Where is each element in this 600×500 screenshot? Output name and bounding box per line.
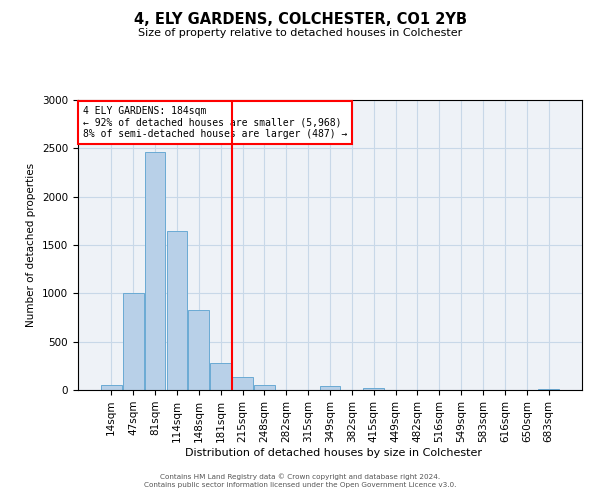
Bar	[123, 294, 143, 390]
Text: Size of property relative to detached houses in Colchester: Size of property relative to detached ho…	[138, 28, 462, 38]
Bar	[320, 386, 340, 390]
Text: 4 ELY GARDENS: 184sqm
← 92% of detached houses are smaller (5,968)
8% of semi-de: 4 ELY GARDENS: 184sqm ← 92% of detached …	[83, 106, 347, 139]
Bar	[538, 389, 559, 390]
Bar	[167, 230, 187, 390]
Y-axis label: Number of detached properties: Number of detached properties	[26, 163, 37, 327]
Bar	[188, 310, 209, 390]
Text: Contains HM Land Registry data © Crown copyright and database right 2024.
Contai: Contains HM Land Registry data © Crown c…	[144, 474, 456, 488]
Bar	[232, 378, 253, 390]
Text: Distribution of detached houses by size in Colchester: Distribution of detached houses by size …	[185, 448, 482, 458]
Text: 4, ELY GARDENS, COLCHESTER, CO1 2YB: 4, ELY GARDENS, COLCHESTER, CO1 2YB	[133, 12, 467, 28]
Bar	[364, 388, 384, 390]
Bar	[101, 384, 122, 390]
Bar	[145, 152, 166, 390]
Bar	[254, 384, 275, 390]
Bar	[210, 363, 231, 390]
